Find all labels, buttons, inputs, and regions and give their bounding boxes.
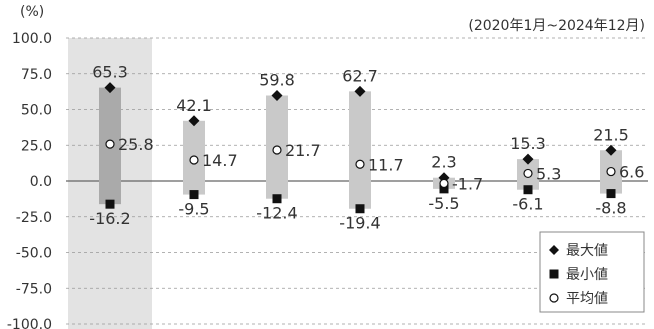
avg-label: 11.7 (368, 155, 404, 174)
y-tick-label: -75.0 (16, 281, 52, 297)
avg-marker (105, 139, 115, 149)
min-label: -12.4 (256, 204, 297, 223)
min-label: -16.2 (89, 209, 130, 228)
avg-marker (355, 159, 365, 169)
legend-avg-symbol (549, 293, 559, 303)
legend-label: 最小値 (566, 267, 608, 283)
max-label: 2.3 (431, 153, 456, 172)
max-label: 15.3 (510, 134, 546, 153)
max-label: 65.3 (92, 63, 128, 82)
avg-label: 21.7 (285, 141, 321, 160)
y-tick-label: -100.0 (7, 317, 52, 329)
max-marker (188, 115, 200, 127)
max-label: 21.5 (593, 125, 629, 144)
legend-min-symbol (549, 269, 559, 279)
y-tick-label: 25.0 (21, 138, 52, 154)
avg-marker (439, 178, 449, 189)
legend-label: 平均値 (566, 291, 608, 307)
period-label: (2020年1月~2024年12月) (468, 18, 645, 34)
avg-marker (523, 168, 533, 179)
avg-label: 6.6 (619, 163, 644, 182)
avg-marker (606, 166, 616, 177)
max-marker (271, 89, 283, 101)
min-marker (189, 190, 199, 200)
min-marker (272, 194, 282, 204)
max-label: 62.7 (342, 66, 378, 85)
avg-label: 5.3 (536, 164, 561, 183)
min-marker (439, 184, 449, 194)
y-tick-label: 75.0 (21, 67, 52, 83)
min-marker (523, 185, 533, 195)
legend-max-symbol (549, 245, 559, 255)
legend-label: 最大値 (566, 243, 608, 259)
max-marker (522, 153, 534, 165)
avg-marker (189, 155, 199, 165)
min-label: -9.5 (178, 200, 209, 219)
min-marker (355, 204, 365, 214)
avg-label: 25.8 (118, 135, 154, 154)
min-marker (105, 199, 115, 209)
range-bar (349, 91, 371, 209)
max-marker (605, 144, 617, 156)
min-label: -5.5 (428, 194, 459, 213)
min-label: -8.8 (595, 199, 626, 218)
avg-marker (272, 145, 282, 155)
max-marker (354, 85, 366, 97)
max-marker (104, 82, 116, 94)
y-tick-label: 100.0 (12, 31, 52, 47)
avg-label: 14.7 (202, 151, 238, 170)
y-tick-label: -50.0 (16, 246, 52, 262)
y-tick-label: -25.0 (16, 210, 52, 226)
y-tick-label: 0.0 (30, 174, 52, 190)
avg-label: -1.7 (452, 174, 483, 193)
y-tick-label: 50.0 (21, 103, 52, 119)
max-label: 42.1 (176, 96, 212, 115)
min-label: -19.4 (339, 214, 380, 233)
min-label: -6.1 (512, 195, 543, 214)
max-label: 59.8 (259, 70, 295, 89)
min-marker (606, 189, 616, 199)
y-unit-label: (%) (20, 4, 44, 20)
